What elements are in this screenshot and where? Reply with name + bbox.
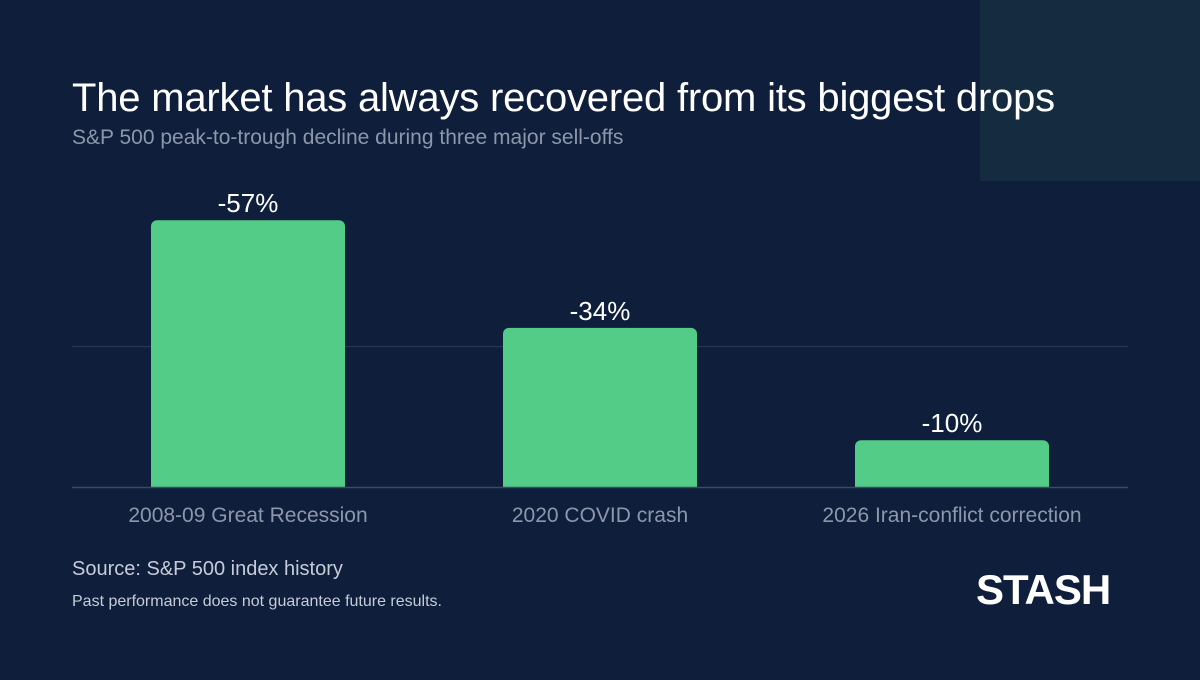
bar bbox=[503, 327, 697, 493]
data-label: -57% bbox=[218, 188, 279, 218]
category-label: 2026 Iran-conflict correction bbox=[822, 504, 1081, 527]
bar bbox=[151, 220, 345, 494]
bar bbox=[855, 440, 1049, 493]
baseline-mask bbox=[72, 487, 1128, 497]
stash-logo: STASH bbox=[976, 566, 1111, 613]
chart-subtitle: S&P 500 peak-to-trough decline during th… bbox=[72, 126, 624, 149]
disclaimer-note: Past performance does not guarantee futu… bbox=[72, 593, 442, 610]
category-label: 2008-09 Great Recession bbox=[128, 504, 367, 527]
category-label: 2020 COVID crash bbox=[512, 504, 688, 527]
data-label: -34% bbox=[570, 296, 631, 326]
chart-title: The market has always recovered from its… bbox=[72, 76, 1055, 120]
data-label: -10% bbox=[922, 408, 983, 438]
corner-accent-panel bbox=[980, 0, 1200, 181]
source-note: Source: S&P 500 index history bbox=[72, 558, 343, 580]
